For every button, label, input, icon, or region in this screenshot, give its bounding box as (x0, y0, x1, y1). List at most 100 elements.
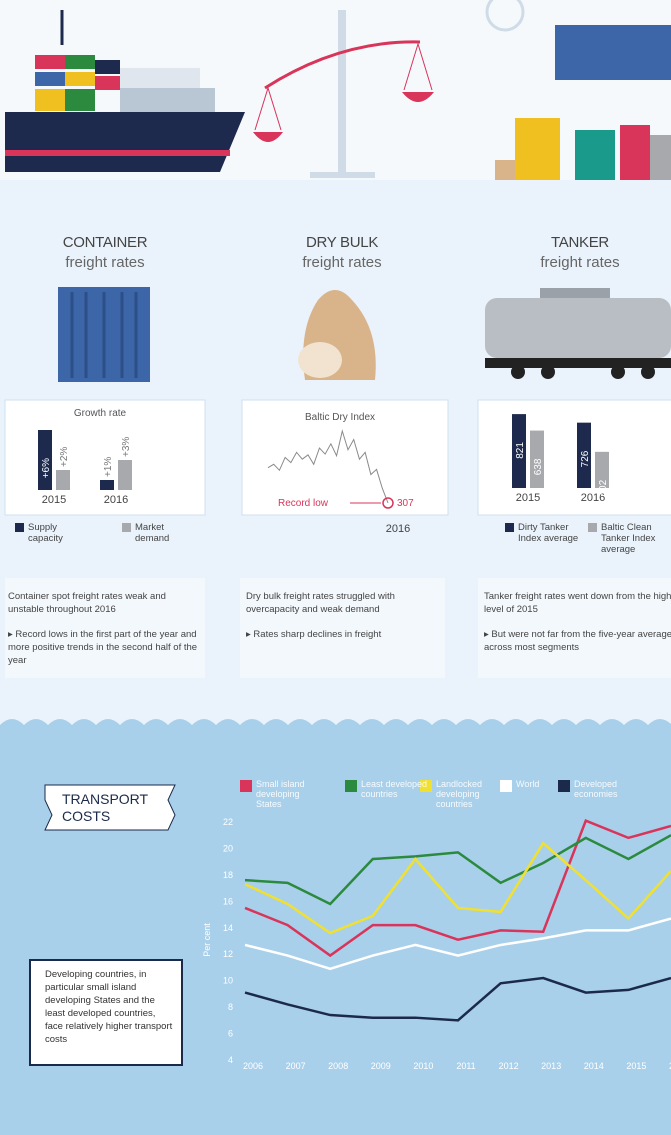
graphics: Growth rate2015+6%+2%2016+1%+3%201582163… (0, 0, 671, 1135)
x-tick-label: 2008 (328, 1061, 348, 1071)
legend-label: Dirty Tanker Index average (518, 522, 593, 544)
x-tick-label: 2014 (584, 1061, 604, 1071)
ship-bridge (120, 68, 200, 88)
sea (0, 719, 671, 1135)
legend-label: Landlocked developing countries (436, 779, 504, 809)
ship-container (65, 72, 95, 86)
y-tick-label: 18 (223, 870, 233, 880)
wheel (611, 365, 625, 379)
value-label: +2% (59, 447, 70, 467)
x-tick-label: 2006 (243, 1061, 263, 1071)
section-title: CONTAINER (15, 234, 195, 251)
description: Dry bulk freight rates struggled with ov… (246, 590, 441, 616)
ship-container (65, 89, 95, 111)
bar (100, 480, 114, 490)
chart-title: Baltic Dry Index (305, 412, 375, 423)
legend-label: Developed economies (574, 779, 642, 799)
x-tick-label: 2012 (499, 1061, 519, 1071)
legend-label: Baltic Clean Tanker Index average (601, 522, 671, 555)
banner-text: TRANSPORT COSTS (62, 791, 152, 825)
value-label: 307 (397, 498, 414, 509)
y-tick-label: 20 (223, 843, 233, 853)
barrel (515, 118, 560, 180)
description: Container spot freight rates weak and un… (8, 590, 203, 616)
x-tick-label: 2015 (42, 494, 66, 506)
value-label: +6% (41, 458, 52, 478)
value-label: 638 (533, 458, 544, 475)
barrel (650, 135, 671, 180)
legend-label: Least developed countries (361, 779, 429, 799)
chart-title: Growth rate (74, 408, 127, 419)
tanker-icon (485, 298, 671, 358)
y-axis-label: Per cent (202, 923, 212, 957)
y-tick-label: 22 (223, 817, 233, 827)
annotation: Record low (278, 498, 329, 509)
y-tick-label: 6 (228, 1029, 233, 1039)
x-tick-label: 2013 (541, 1061, 561, 1071)
legend-label: Market demand (135, 522, 197, 544)
section-subtitle: freight rates (490, 254, 670, 271)
ship-container (95, 60, 120, 74)
tanker-top (540, 288, 610, 298)
bar (118, 460, 132, 490)
ship-container (65, 55, 95, 69)
ship-hull (5, 112, 245, 172)
chart-box (478, 400, 671, 515)
section-subtitle: freight rates (252, 254, 432, 271)
y-tick-label: 14 (223, 923, 233, 933)
y-tick-label: 12 (223, 949, 233, 959)
y-tick-label: 4 (228, 1055, 233, 1065)
section-subtitle: freight rates (15, 254, 195, 271)
legend-swatch (122, 523, 131, 532)
period-label: 2016 (386, 523, 410, 535)
value-label: 402 (598, 479, 609, 496)
wheel (641, 365, 655, 379)
value-label: 726 (580, 450, 591, 467)
section-title: DRY BULK (252, 234, 432, 251)
legend-swatch (345, 780, 357, 792)
barrel (575, 130, 615, 180)
section-title: TANKER (490, 234, 670, 251)
x-tick-label: 2011 (456, 1061, 475, 1071)
legend-swatch (505, 523, 514, 532)
x-tick-label: 2015 (516, 492, 540, 504)
bullet: Rates sharp declines in freight (246, 628, 441, 641)
value-label: +1% (103, 457, 114, 477)
wheel (541, 365, 555, 379)
x-tick-label: 2007 (286, 1061, 306, 1071)
note: Developing countries, in particular smal… (45, 968, 173, 1046)
wheel (511, 365, 525, 379)
bullet: But were not far from the five-year aver… (484, 628, 671, 654)
scale-pole (338, 10, 346, 175)
ship-container (35, 55, 65, 69)
value-label: 821 (515, 442, 526, 459)
x-tick-label: 2015 (626, 1061, 646, 1071)
ship-container (35, 72, 65, 86)
bar (56, 470, 70, 490)
description: Tanker freight rates went down from the … (484, 590, 671, 616)
bullet: Record lows in the first part of the yea… (8, 628, 203, 667)
sack-icon (298, 342, 342, 378)
legend-swatch (240, 780, 252, 792)
legend-label: World (516, 779, 546, 789)
y-tick-label: 16 (223, 896, 233, 906)
tanker-chassis (485, 358, 671, 368)
y-tick-label: 10 (223, 976, 233, 986)
legend-swatch (15, 523, 24, 532)
x-tick-label: 2009 (371, 1061, 391, 1071)
y-tick-label: 8 (228, 1002, 233, 1012)
ship-container (35, 89, 65, 111)
value-label: +3% (121, 437, 132, 457)
ship-container (95, 76, 120, 90)
barrel (620, 125, 650, 180)
ship-bridge (120, 88, 215, 112)
x-tick-label: 2010 (413, 1061, 433, 1071)
ship-stripe (5, 150, 230, 156)
stack-container (555, 25, 671, 80)
scale-base (310, 172, 375, 178)
legend-label: Supply capacity (28, 522, 90, 544)
infographic: Growth rate2015+6%+2%2016+1%+3%201582163… (0, 0, 671, 1135)
legend-label: Small island developing States (256, 779, 324, 809)
sack (495, 160, 515, 180)
legend-swatch (558, 780, 570, 792)
